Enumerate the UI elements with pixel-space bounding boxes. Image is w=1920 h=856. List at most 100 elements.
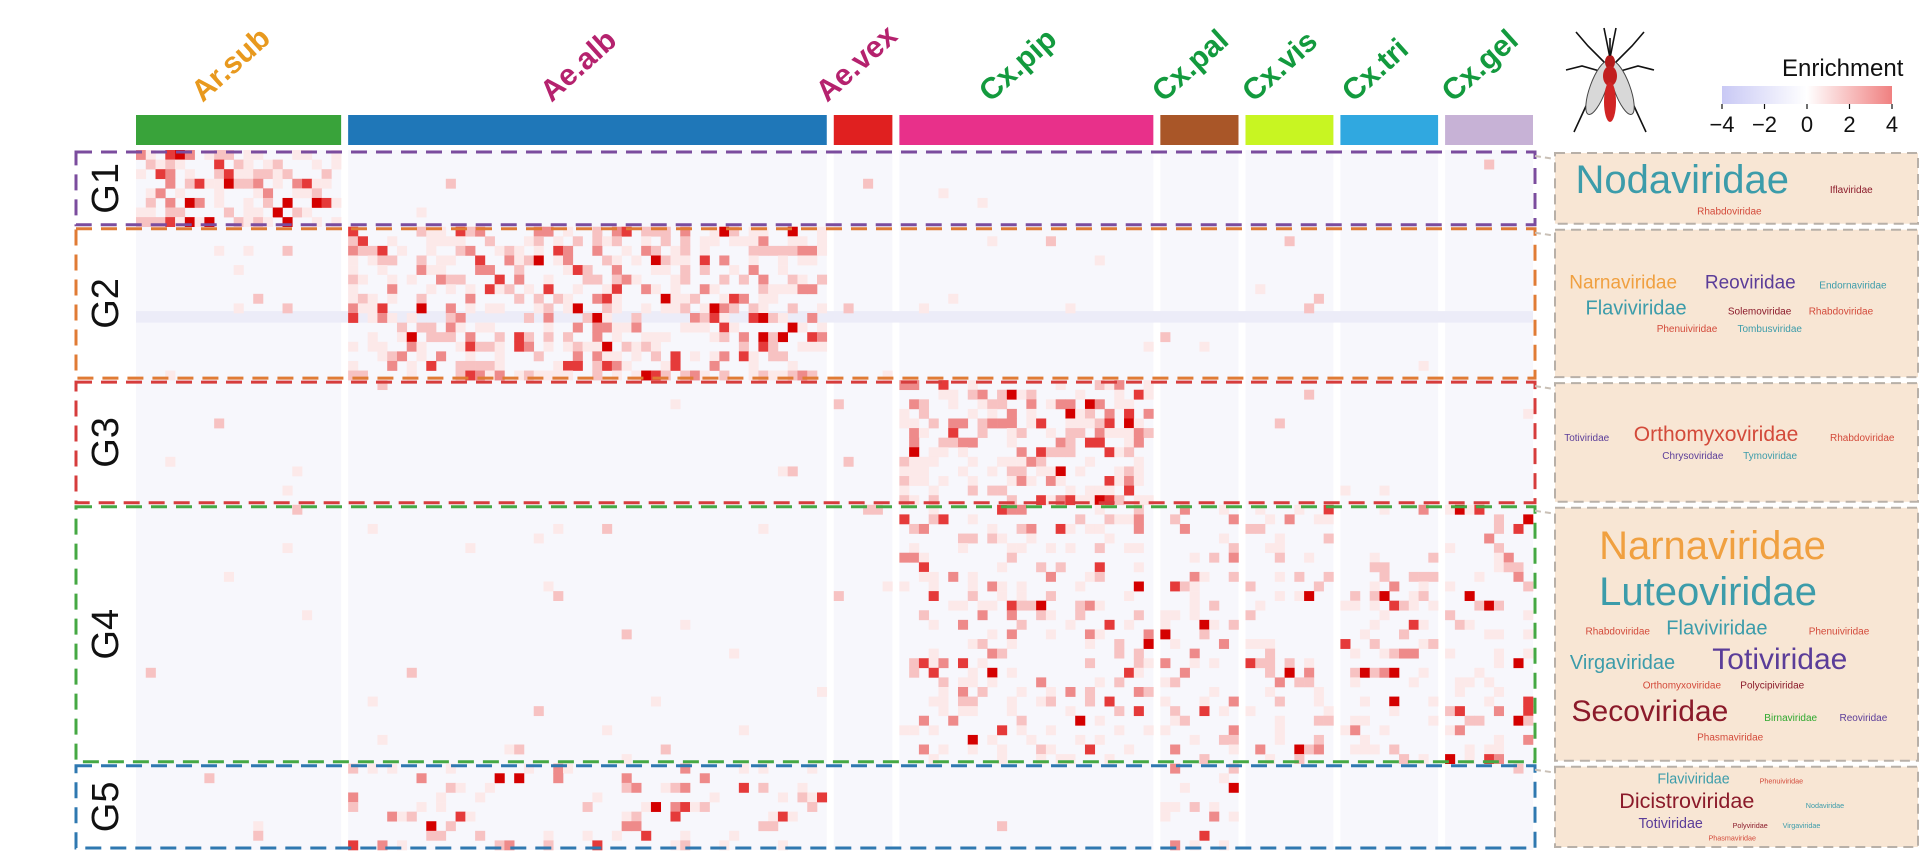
heatmap-cell xyxy=(465,543,476,554)
heatmap-cell xyxy=(253,150,264,160)
heatmap-cell xyxy=(738,725,749,736)
heatmap-cell xyxy=(1523,629,1534,640)
heatmap-cell xyxy=(243,178,254,189)
heatmap-cell xyxy=(650,351,662,362)
mosquito-icon xyxy=(1565,27,1655,133)
heatmap-cell xyxy=(1274,533,1285,544)
heatmap-cell xyxy=(136,217,147,228)
heatmap-cell xyxy=(1133,418,1144,429)
heatmap-cell xyxy=(1124,485,1135,496)
heatmap-cell xyxy=(455,236,466,247)
heatmap-cell xyxy=(1114,466,1125,477)
heatmap-cell xyxy=(807,245,818,256)
heatmap-cell xyxy=(680,236,691,247)
heatmap-cell xyxy=(533,706,544,717)
heatmap-cell xyxy=(1493,562,1504,573)
species-label: Ae.alb xyxy=(534,23,623,108)
heatmap-cell xyxy=(1026,456,1037,467)
heatmap-cell xyxy=(1218,639,1230,649)
heatmap-cell xyxy=(1218,533,1230,544)
heatmap-cell xyxy=(445,284,456,295)
heatmap-cell xyxy=(348,792,359,803)
heatmap-cell xyxy=(1075,466,1086,477)
heatmap-cell xyxy=(436,802,447,812)
heatmap-cell xyxy=(641,303,652,314)
heatmap-cell xyxy=(699,313,710,323)
heatmap-cell xyxy=(1418,639,1429,649)
heatmap-cell xyxy=(918,610,929,621)
heatmap-cell xyxy=(1359,744,1371,755)
heatmap-cell xyxy=(331,150,342,160)
heatmap-cell xyxy=(204,178,215,189)
heatmap-cell xyxy=(1493,744,1504,755)
heatmap-cell xyxy=(1313,734,1324,745)
heatmap-cell xyxy=(909,437,920,448)
heatmap-cell xyxy=(377,255,388,266)
heatmap-cell xyxy=(262,159,274,170)
heatmap-cell xyxy=(1274,734,1285,745)
heatmap-cell xyxy=(1124,744,1135,755)
heatmap-cell xyxy=(777,265,788,275)
heatmap-cell xyxy=(465,370,476,381)
heatmap-cell xyxy=(1124,543,1135,554)
heatmap-cell xyxy=(1065,686,1076,697)
family-word: Phasmaviridae xyxy=(1697,732,1764,743)
heatmap-cell xyxy=(787,284,798,295)
heatmap-cell xyxy=(602,284,613,295)
heatmap-cell xyxy=(1045,428,1056,438)
heatmap-cell xyxy=(282,303,293,314)
heatmap-cell xyxy=(455,341,466,352)
heatmap-cell xyxy=(455,322,466,333)
legend-tick-label: 4 xyxy=(1886,112,1898,137)
heatmap-cell xyxy=(155,159,166,170)
heatmap-cell xyxy=(1428,600,1439,611)
species-label: Cx.pal xyxy=(1146,23,1235,108)
heatmap-cell xyxy=(909,418,920,429)
heatmap-cell xyxy=(748,236,759,247)
heatmap-cell xyxy=(406,341,417,352)
heatmap-cell xyxy=(909,552,920,563)
heatmap-cell xyxy=(445,332,456,343)
heatmap-cell xyxy=(377,303,388,314)
heatmap-cell xyxy=(592,792,603,803)
heatmap-cell xyxy=(1114,639,1125,649)
heatmap-cell xyxy=(738,351,749,362)
heatmap-cell xyxy=(1340,600,1351,611)
heatmap-cell xyxy=(1389,696,1400,707)
heatmap-cell xyxy=(387,360,398,371)
heatmap-cell xyxy=(563,293,574,304)
heatmap-cell xyxy=(797,274,808,285)
heatmap-cell xyxy=(1313,581,1324,592)
heatmap-cell xyxy=(882,581,893,592)
heatmap-cell xyxy=(1094,437,1105,448)
heatmap-cell xyxy=(533,370,544,381)
heatmap-cell xyxy=(1065,619,1076,630)
heatmap-cell xyxy=(465,811,476,822)
heatmap-cell xyxy=(348,236,359,247)
heatmap-cell xyxy=(475,341,486,352)
heatmap-cell xyxy=(987,581,998,592)
heatmap-cell xyxy=(426,821,437,832)
heatmap-cell xyxy=(909,725,920,736)
heatmap-cell xyxy=(1389,706,1400,717)
heatmap-cell xyxy=(514,332,525,343)
heatmap-cell xyxy=(1199,571,1210,582)
legend-tick-label: 0 xyxy=(1801,112,1813,137)
heatmap-cell xyxy=(194,197,205,208)
heatmap-cell xyxy=(621,274,632,285)
heatmap-cell xyxy=(582,802,593,812)
species-bar-cx-tri xyxy=(1340,115,1439,145)
heatmap-cell xyxy=(1133,389,1144,400)
heatmap-cell xyxy=(777,370,788,381)
legend-tick-label: 2 xyxy=(1843,112,1855,137)
heatmap-cell xyxy=(572,236,583,247)
heatmap-cell xyxy=(194,217,205,228)
heatmap-cell xyxy=(465,360,476,371)
heatmap-cell xyxy=(650,370,662,381)
heatmap-cell xyxy=(1170,763,1181,774)
heatmap-cell xyxy=(1065,495,1076,506)
heatmap-cell xyxy=(660,293,671,304)
heatmap-cell xyxy=(1075,418,1086,429)
heatmap-cell xyxy=(1513,562,1524,573)
heatmap-cell xyxy=(1454,504,1465,515)
